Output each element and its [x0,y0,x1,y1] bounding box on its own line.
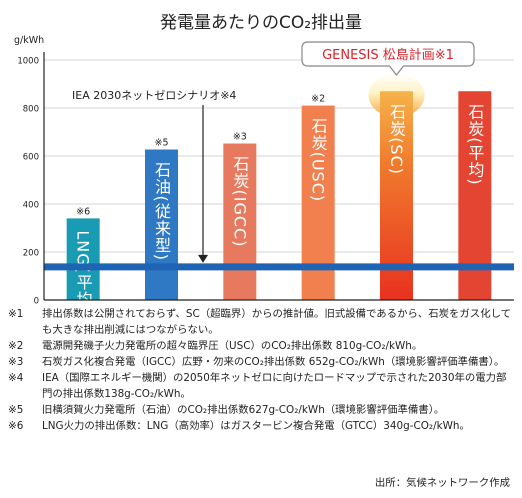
footnote-text: 石炭ガス化複合発電（IGCC）広野・勿来のCO₂排出係数 652g-CO₂/kW… [42,356,505,368]
bar-note-mark: ※2 [311,94,325,105]
footnote-text: 排出係数は公開されておらず、SC（超臨界）からの推計値。旧式設備であるから、石炭… [42,308,512,336]
footnote-mark: ※2 [8,340,24,352]
bar-note-mark: ※6 [76,206,90,217]
reference-arrow-head [198,254,208,263]
footnote: ※3 石炭ガス化複合発電（IGCC）広野・勿来のCO₂排出係数 652g-CO₂/… [8,354,516,370]
callout-box [301,41,475,76]
y-axis-label: g/kWh [14,35,44,46]
gridlines: 0 200 400 600 800 1000 [17,57,514,307]
chart-title: 発電量あたりのCO₂排出量 [160,13,362,33]
callout-label: GENESIS 松島計画※1 [322,47,454,63]
footnote: ※6 LNG火力の排出係数：LNG（高効率）はガスタービン複合発電（GTCC）34… [8,418,516,434]
footnotes: ※1 排出係数は公開されておらず、SC（超臨界）からの推計値。旧式設備であるから、… [8,306,516,434]
y-tick-label: 0 [34,297,39,307]
bar [145,149,178,300]
bar-note-mark: ※5 [154,138,168,149]
bar-category-label: 石油(従来型) [152,162,171,261]
footnote: ※5 旧横須賀火力発電所（石油）のCO₂排出係数627g-CO₂/kWh（環境影響… [8,402,516,418]
footnote-mark: ※1 [8,308,24,320]
bar-category-label: 石炭(平均) [465,103,484,185]
y-tick-label: 1000 [17,57,39,67]
footnote-mark: ※3 [8,356,24,368]
bar-category-label: 石炭(IGCC) [230,156,249,248]
axes [43,52,514,301]
reference-line [44,263,514,271]
footnote-mark: ※4 [8,372,24,384]
footnote-text: 旧横須賀火力発電所（石油）のCO₂排出係数627g-CO₂/kWh（環境影響評価… [42,404,445,416]
y-tick-label: 200 [23,249,39,259]
y-tick-label: 800 [23,105,39,115]
bar [66,218,100,300]
footnote: ※4 IEA（国際エネルギー機関）の2050年ネットゼロに向けたロードマップで示さ… [8,370,516,402]
footnote-mark: ※5 [8,404,24,416]
footnote-mark: ※6 [8,420,24,432]
footnote-text: LNG火力の排出係数：LNG（高効率）はガスタービン複合発電（GTCC）340g… [42,420,470,432]
reference-line-group: IEA 2030ネットゼロシナリオ※4 [44,89,514,271]
reference-line-label: IEA 2030ネットゼロシナリオ※4 [72,89,236,102]
y-tick-label: 600 [23,153,39,163]
bar-category-label: 石炭(SC) [387,103,406,175]
footnote-text: IEA（国際エネルギー機関）の2050年ネットゼロに向けたロードマップで示された… [42,372,507,400]
bar [223,143,257,300]
bar-category-label: 石炭(USC) [309,118,328,203]
source-credit: 出所：気候ネットワーク作成 [374,477,510,489]
y-tick-label: 400 [23,201,39,211]
bar-note-mark: ※3 [233,132,247,143]
callout: GENESIS 松島計画※1 [301,41,475,76]
footnote: ※2 電源開発磯子火力発電所の超々臨界圧（USC）のCO₂排出係数 810g-CO… [8,338,516,354]
footnote-text: 電源開発磯子火力発電所の超々臨界圧（USC）のCO₂排出係数 810g-CO₂/… [42,340,423,352]
footnote: ※1 排出係数は公開されておらず、SC（超臨界）からの推計値。旧式設備であるから、… [8,306,516,338]
